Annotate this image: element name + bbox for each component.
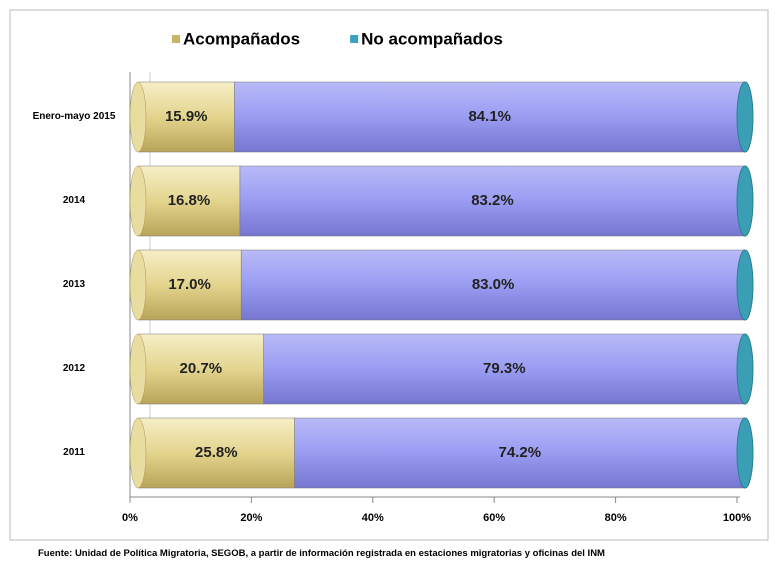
bar-segment — [137, 81, 235, 153]
value-label: 17.0% — [168, 276, 211, 293]
bar-segment — [263, 333, 746, 405]
legend-swatch — [172, 35, 180, 43]
bar-cap — [129, 417, 147, 489]
bar-cap — [736, 165, 754, 237]
legend-label: Acompañados — [183, 29, 300, 48]
bar-cap — [129, 165, 147, 237]
bar-segment — [137, 333, 264, 405]
bar-cap — [129, 81, 147, 153]
x-tick-label: 0% — [122, 512, 138, 524]
value-label: 84.1% — [468, 108, 511, 125]
bar-cap — [736, 333, 754, 405]
bar-cap — [129, 333, 147, 405]
bar-cap — [736, 417, 754, 489]
bar-segment — [137, 249, 242, 321]
y-tick-label: 2014 — [62, 195, 86, 206]
bar-segment — [240, 249, 746, 321]
legend-swatch — [350, 35, 359, 43]
bar-segment — [234, 81, 746, 153]
bar-segment — [137, 165, 241, 237]
footnote: Fuente: Unidad de Política Migratoria, S… — [38, 548, 605, 559]
bar-segment — [294, 417, 746, 489]
bar-cap — [736, 81, 754, 153]
chart-border — [9, 9, 769, 541]
x-tick-label: 100% — [723, 512, 751, 524]
x-tick-label: 80% — [605, 512, 627, 524]
value-label: 83.2% — [471, 192, 514, 209]
y-tick-label: Enero-mayo 2015 — [32, 111, 116, 122]
value-label: 74.2% — [499, 444, 542, 461]
value-label: 16.8% — [168, 192, 211, 209]
y-tick-label: 2012 — [62, 363, 86, 374]
bar-cap — [129, 249, 147, 321]
legend-label: No acompañados — [361, 29, 503, 48]
bar-cap — [736, 249, 754, 321]
value-label: 79.3% — [483, 360, 526, 377]
y-tick-label: 2013 — [62, 279, 86, 290]
x-tick-label: 20% — [240, 512, 262, 524]
value-label: 20.7% — [180, 360, 223, 377]
value-label: 83.0% — [472, 276, 515, 293]
value-label: 15.9% — [165, 108, 208, 125]
y-tick-label: 2011 — [63, 447, 85, 458]
x-tick-label: 40% — [362, 512, 384, 524]
value-label: 25.8% — [195, 444, 238, 461]
bar-segment — [137, 417, 295, 489]
bar-segment — [239, 165, 746, 237]
x-tick-label: 60% — [483, 512, 505, 524]
